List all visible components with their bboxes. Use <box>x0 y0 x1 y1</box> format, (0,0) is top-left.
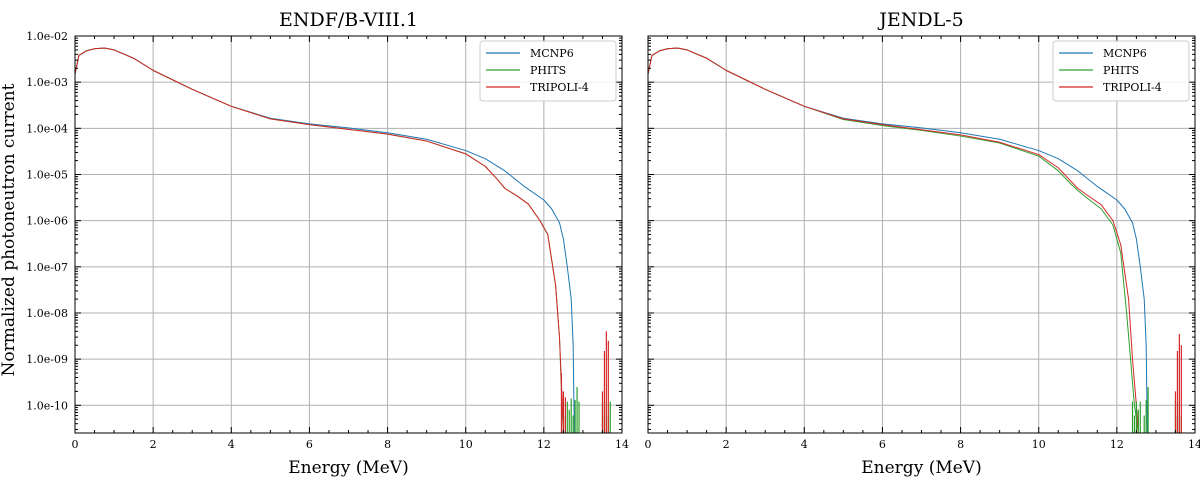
chart0-xtick-label-2: 4 <box>228 438 235 451</box>
chart0-xtick-label-0: 0 <box>72 438 79 451</box>
chart0-xtick-label-3: 6 <box>306 438 313 451</box>
chart0-xtick-label-7: 14 <box>615 438 629 451</box>
chart0-ytick-label-1: 1.0e-09 <box>26 353 68 366</box>
chart0-legend-box <box>479 40 617 102</box>
chart0-xtick-label-4: 8 <box>384 438 391 451</box>
chart1-series-tripoli-4 <box>648 47 1139 433</box>
chart1-xtick-label-2: 4 <box>801 438 808 451</box>
chart0-series-phits <box>75 47 564 433</box>
chart1-legend-box <box>1052 40 1190 102</box>
chart0-legend-label-phits: PHITS <box>530 64 566 77</box>
chart1-series-phits <box>648 47 1139 433</box>
chart1-legend-label-phits: PHITS <box>1103 64 1139 77</box>
chart1-xlabel: Energy (MeV) <box>861 458 981 478</box>
chart0-xtick-label-1: 2 <box>150 438 157 451</box>
chart0-ytick-label-6: 1.0e-04 <box>26 122 68 135</box>
figure-ylabel: Normalized photoneutron current <box>0 83 19 376</box>
chart0-plot-area <box>75 47 611 433</box>
chart1-xtick-label-1: 2 <box>723 438 730 451</box>
chart1-series-mcnp6 <box>648 47 1148 433</box>
chart0-ytick-label-2: 1.0e-08 <box>26 307 68 320</box>
chart0-xtick-label-6: 12 <box>537 438 551 451</box>
chart1-plot-area <box>648 47 1182 433</box>
chart1-xtick-label-5: 10 <box>1032 438 1046 451</box>
chart0-legend-label-tripoli-4: TRIPOLI-4 <box>530 81 589 94</box>
chart0-series-tripoli-4 <box>75 47 564 433</box>
chart1-xtick-label-0: 0 <box>645 438 652 451</box>
panel-jendl: 0 2 4 6 8 10 12 14 JENDL-5 Energy (MeV) MCNP6 PHITS… <box>645 9 1200 478</box>
chart0-title: ENDF/B-VIII.1 <box>279 9 418 31</box>
chart0-series-mcnp6 <box>75 47 575 433</box>
chart0-ytick-label-8: 1.0e-02 <box>26 30 68 43</box>
chart0-ytick-label-0: 1.0e-10 <box>26 399 68 412</box>
chart0-ytick-label-3: 1.0e-07 <box>26 261 68 274</box>
chart1-xtick-label-3: 6 <box>879 438 886 451</box>
chart0-xlabel: Energy (MeV) <box>288 458 408 478</box>
chart1-xtick-label-6: 12 <box>1110 438 1124 451</box>
chart0-legend-label-mcnp6: MCNP6 <box>530 47 574 60</box>
chart0-ytick-label-4: 1.0e-06 <box>26 215 68 228</box>
chart1-xtick-label-4: 8 <box>957 438 964 451</box>
panel-endf: 0 2 4 6 8 10 12 14 1.0e-10 1.0e-09 1.0e-08 1.0e-07 1… <box>26 9 629 478</box>
chart1-title: JENDL-5 <box>877 9 963 31</box>
chart0-ytick-label-7: 1.0e-03 <box>26 76 68 89</box>
chart0-ytick-label-5: 1.0e-05 <box>26 168 68 181</box>
chart1-legend-label-tripoli-4: TRIPOLI-4 <box>1103 81 1162 94</box>
chart1-legend-label-mcnp6: MCNP6 <box>1103 47 1147 60</box>
chart1-xtick-label-7: 14 <box>1188 438 1200 451</box>
chart0-xtick-label-5: 10 <box>459 438 473 451</box>
